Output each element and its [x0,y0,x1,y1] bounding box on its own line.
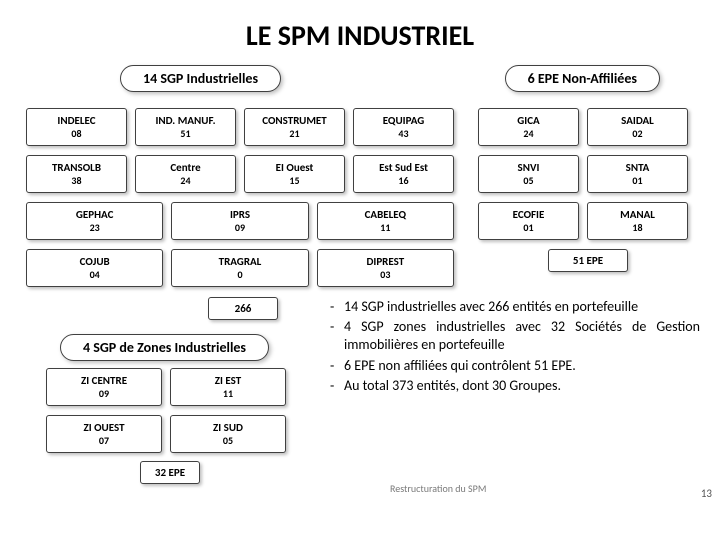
bullet-text: Au total 373 entités, dont 30 Groupes. [344,377,700,395]
summary-bullets: -14 SGP industrielles avec 266 entités e… [330,298,700,397]
sgp-cell: CONSTRUMET21 [244,108,345,146]
sgp-cell: Est Sud Est16 [353,155,454,193]
epe-cell: SAIDAL02 [587,108,688,146]
epe-grid: GICA24 SAIDAL02 SNVI05 SNTA01 ECOFIE01 M… [478,108,688,240]
header-sgp-industrielles: 14 SGP Industrielles [120,65,281,92]
sgp-cell: CABELEQ11 [317,202,454,240]
epe-cell: ECOFIE01 [478,202,579,240]
footer-text: Restructuration du SPM [390,482,486,495]
zones-total-badge: 32 EPE [140,461,200,484]
sgp-cell: TRAGRAL0 [171,249,308,287]
sgp-cell: INDELEC08 [26,108,127,146]
sgp-cell: GEPHAC23 [26,202,163,240]
sgp-cell: IND. MANUF.51 [135,108,236,146]
sgp-cell: IPRS09 [171,202,308,240]
sgp-cell: EQUIPAG43 [353,108,454,146]
bullet-text: 6 EPE non affiliées qui contrôlent 51 EP… [344,357,700,375]
epe-cell: SNVI05 [478,155,579,193]
zones-grid: ZI CENTRE09 ZI EST11 ZI OUEST07 ZI SUD05 [46,368,286,453]
zone-cell: ZI EST11 [170,368,286,406]
sgp-cell: TRANSOLB38 [26,155,127,193]
header-zones: 4 SGP de Zones Industrielles [60,334,269,361]
sgp-cell: EI Ouest15 [244,155,345,193]
epe-cell: MANAL18 [587,202,688,240]
sgp-cell: COJUB04 [26,249,163,287]
header-epe-non-affiliees: 6 EPE Non-Affiliées [505,65,660,92]
zone-cell: ZI OUEST07 [46,415,162,453]
sgp-cell: Centre24 [135,155,236,193]
page-number: 13 [701,487,712,500]
epe-total-badge: 51 EPE [548,249,628,272]
zone-cell: ZI SUD05 [170,415,286,453]
bullet-text: 4 SGP zones industrielles avec 32 Sociét… [344,318,700,354]
epe-cell: GICA24 [478,108,579,146]
sgp-cell: DIPREST03 [317,249,454,287]
zone-cell: ZI CENTRE09 [46,368,162,406]
sgp-total-badge: 266 [208,297,278,320]
epe-cell: SNTA01 [587,155,688,193]
page-title: LE SPM INDUSTRIEL [0,0,720,65]
sgp-industrielles-grid: INDELEC08 IND. MANUF.51 CONSTRUMET21 EQU… [26,108,454,287]
bullet-text: 14 SGP industrielles avec 266 entités en… [344,298,700,316]
